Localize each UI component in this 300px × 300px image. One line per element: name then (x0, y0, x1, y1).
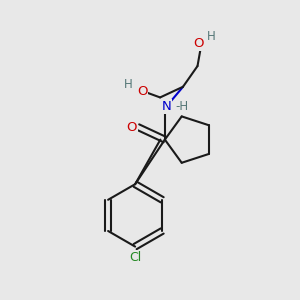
Text: H: H (124, 79, 133, 92)
Text: O: O (194, 37, 204, 50)
Text: O: O (126, 121, 136, 134)
Text: N: N (161, 100, 171, 113)
Text: -H: -H (176, 100, 189, 113)
Text: O: O (137, 85, 147, 98)
Text: H: H (207, 30, 216, 43)
Text: Cl: Cl (129, 251, 141, 264)
